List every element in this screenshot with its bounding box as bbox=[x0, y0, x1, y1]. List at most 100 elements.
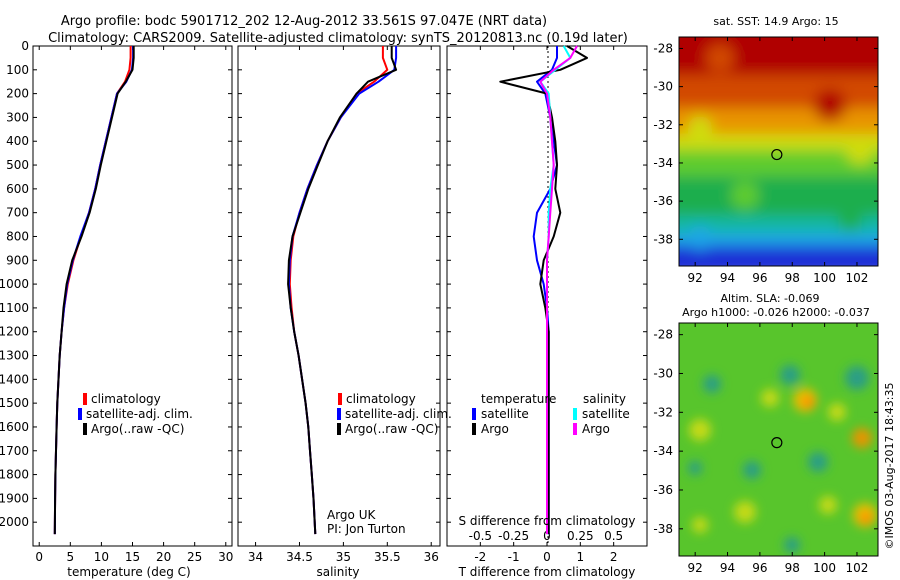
x-tick-label: 2 bbox=[610, 550, 618, 564]
legend-label-satellite: satellite-adj. clim. bbox=[86, 407, 193, 421]
x-tick-label: 0 bbox=[35, 550, 43, 564]
t-difference-tick-labels: -2 -1 0 1 2 bbox=[474, 46, 617, 564]
lat-tick-label: -38 bbox=[653, 232, 673, 246]
depth-tick-labels: 0 100 200 300 400 500 600 700 800 900 1000 1100 1200… bbox=[0, 39, 29, 529]
depth-tick-label: 1200 bbox=[0, 325, 29, 339]
lat-tick-label: -30 bbox=[653, 366, 673, 380]
depth-tick-label: 1300 bbox=[0, 349, 29, 363]
series-line-temperature-satellite bbox=[532, 46, 558, 535]
legend-swatch-satellite bbox=[337, 408, 341, 420]
s-diff-tick-label: 0.25 bbox=[567, 529, 594, 543]
legend-label-climatology: climatology bbox=[346, 392, 416, 406]
s-diff-tick-label: -0.25 bbox=[498, 529, 529, 543]
s-difference-axis-label: S difference from climatology bbox=[459, 514, 636, 528]
credit-programme: Argo UK bbox=[327, 508, 376, 522]
legend-header-salinity: salinity bbox=[583, 392, 626, 406]
series-line-satellite-adj-clim bbox=[287, 46, 398, 535]
lon-tick-label: 100 bbox=[813, 271, 836, 285]
temperature-axis-label: temperature (deg C) bbox=[67, 565, 190, 579]
x-tick-label: 25 bbox=[187, 550, 202, 564]
lon-tick-label: 92 bbox=[688, 561, 703, 575]
legend-swatch-temp-satellite bbox=[472, 408, 476, 420]
depth-tick-label: 0 bbox=[21, 39, 29, 53]
credit-pi: PI: Jon Turton bbox=[327, 522, 406, 536]
temperature-axes-frame bbox=[32, 45, 233, 547]
temperature-profile-panel: 0100200300400500600700800900100011001200… bbox=[0, 39, 233, 579]
x-tick-label: 34 bbox=[248, 550, 263, 564]
sst-map-title: sat. SST: 14.9 Argo: 15 bbox=[713, 15, 838, 28]
figure-subtitle: Climatology: CARS2009. Satellite-adjuste… bbox=[48, 31, 628, 46]
lat-tick-label: -34 bbox=[653, 156, 673, 170]
depth-tick-label: 200 bbox=[6, 87, 29, 101]
sla-map-title: Altim. SLA: -0.069 bbox=[720, 292, 819, 305]
lon-tick-label: 98 bbox=[785, 271, 800, 285]
legend-label-satellite: satellite-adj. clim. bbox=[345, 407, 452, 421]
sst-map-panel: sat. SST: 14.9 Argo: 15 bbox=[653, 15, 879, 285]
lon-tick-label: 100 bbox=[813, 561, 836, 575]
argo-position-marker bbox=[771, 437, 783, 449]
sla-map-panel: Altim. SLA: -0.069 Argo h1000: -0.026 h2… bbox=[653, 292, 879, 575]
legend-label-climatology: climatology bbox=[91, 392, 161, 406]
legend-swatch-sal-satellite bbox=[573, 408, 577, 420]
difference-panel: -2 -1 0 1 2 -0.5 -0.25 0 0.25 0.5 T difference f… bbox=[446, 45, 648, 579]
sla-map-frame bbox=[678, 322, 879, 557]
series-line-salinity-argo bbox=[539, 45, 578, 535]
sla-map-subtitle: Argo h1000: -0.026 h2000: -0.037 bbox=[682, 306, 870, 319]
lat-tick-label: -36 bbox=[653, 483, 673, 497]
lon-tick-label: 94 bbox=[720, 271, 735, 285]
depth-tick-label: 100 bbox=[6, 63, 29, 77]
depth-tick-label: 1100 bbox=[0, 301, 29, 315]
profile-legend-temperature: climatology satellite-adj. clim. Argo(..… bbox=[78, 392, 193, 436]
sst-longitude-ticks: 92 94 96 98 100 102 bbox=[688, 37, 869, 285]
depth-tick-label: 700 bbox=[6, 206, 29, 220]
salinity-profile-panel: 34 34.5 35 35.5 36 salinity climatology sate… bbox=[237, 45, 452, 579]
x-tick-label: -2 bbox=[474, 550, 486, 564]
depth-tick-label: 300 bbox=[6, 110, 29, 124]
argo-position-marker bbox=[771, 148, 783, 161]
sst-map-frame bbox=[678, 36, 879, 267]
legend-swatch-argo bbox=[337, 423, 341, 435]
sla-longitude-ticks: 92 94 96 98 100 102 bbox=[688, 323, 868, 575]
legend-swatch-argo bbox=[83, 423, 87, 435]
profile-legend-salinity: climatology satellite-adj. clim. Argo(..… bbox=[337, 392, 452, 436]
x-tick-label: 15 bbox=[125, 550, 140, 564]
depth-tick-label: 2000 bbox=[0, 515, 29, 529]
legend-label-argo: Argo(..raw -QC) bbox=[91, 422, 184, 436]
series-line-temperature-argo bbox=[499, 45, 588, 535]
salinity-axis-label: salinity bbox=[316, 565, 359, 579]
lat-tick-label: -32 bbox=[653, 118, 673, 132]
depth-tick-label: 800 bbox=[6, 229, 29, 243]
s-diff-tick-label: 0 bbox=[543, 529, 551, 543]
salinity-lines bbox=[287, 46, 398, 535]
series-line-argo-raw-qc bbox=[53, 46, 135, 535]
s-diff-tick-label: 0.5 bbox=[604, 529, 623, 543]
lat-tick-label: -38 bbox=[653, 522, 673, 536]
sst-heatmap bbox=[679, 37, 878, 266]
salinity-tick-labels: 34 34.5 35 35.5 36 bbox=[248, 46, 439, 564]
depth-tick-label: 1400 bbox=[0, 372, 29, 386]
depth-tick-label: 1800 bbox=[0, 468, 29, 482]
lat-tick-label: -36 bbox=[653, 194, 673, 208]
lon-tick-label: 94 bbox=[720, 561, 735, 575]
difference-legend: temperature salinity satellite Argo sate… bbox=[472, 392, 630, 436]
depth-tick-label: 600 bbox=[6, 182, 29, 196]
legend-swatch-climatology bbox=[338, 393, 342, 405]
salinity-axes-frame bbox=[237, 45, 441, 547]
t-difference-axis-label: T difference from climatology bbox=[458, 565, 636, 579]
difference-lines bbox=[499, 45, 588, 535]
legend-label-sal-argo: Argo bbox=[582, 422, 610, 436]
figure-title: Argo profile: bodc 5901712_202 12-Aug-20… bbox=[61, 14, 547, 29]
legend-label-argo: Argo(..raw -QC) bbox=[345, 422, 438, 436]
s-diff-tick-label: -0.5 bbox=[469, 529, 492, 543]
lat-tick-label: -30 bbox=[653, 80, 673, 94]
lon-tick-label: 102 bbox=[846, 271, 869, 285]
legend-label-temp-argo: Argo bbox=[481, 422, 509, 436]
x-tick-label: 10 bbox=[94, 550, 109, 564]
lat-tick-label: -34 bbox=[653, 444, 673, 458]
sla-heatmap bbox=[679, 323, 878, 556]
x-tick-label: 35 bbox=[336, 550, 351, 564]
legend-label-sal-satellite: satellite bbox=[582, 407, 630, 421]
imos-timestamp: ©IMOS 03-Aug-2017 18:43:35 bbox=[883, 383, 896, 550]
x-tick-label: 0 bbox=[543, 550, 551, 564]
